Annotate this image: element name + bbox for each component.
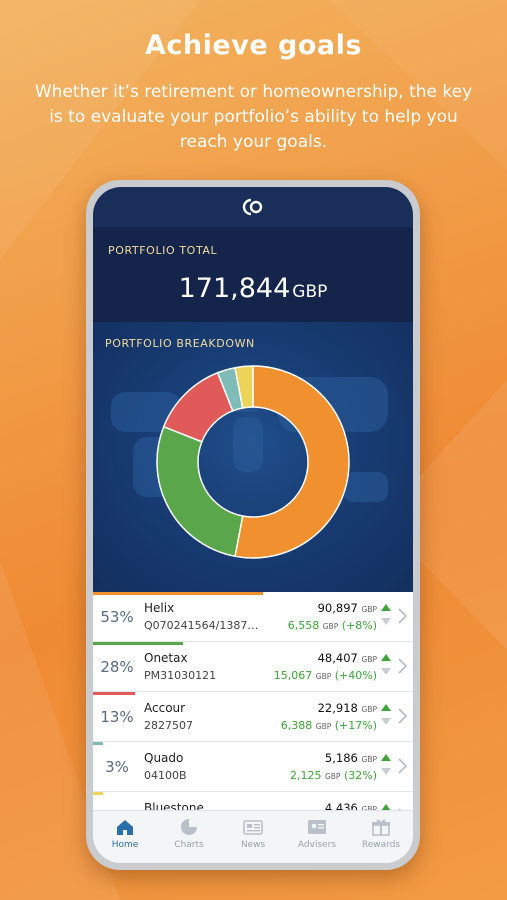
portfolio-total-card: PORTFOLIO TOTAL 171,844 GBP	[93, 227, 413, 322]
holding-value-unit: GBP	[361, 805, 377, 810]
trend-arrows-icon	[381, 754, 391, 775]
holding-change-amount: 2,125	[289, 769, 322, 782]
holding-value: 5,186 GBP	[325, 751, 377, 765]
holding-change: 2,125 GBP (32%)	[290, 769, 377, 782]
holding-change-unit: GBP	[322, 622, 339, 631]
bottom-tab-bar: Home Charts News Advisers Rewards	[93, 810, 413, 863]
holding-value-amount: 90,897	[317, 601, 358, 615]
hero-subtitle: Whether it’s retirement or homeownership…	[34, 82, 473, 152]
chevron-right-icon[interactable]	[396, 657, 408, 675]
holding-percentage: 3%	[97, 808, 137, 810]
holding-value-amount: 4,436	[324, 801, 358, 810]
holding-change-amount: 6,558	[287, 619, 320, 632]
portfolio-total-value: 171,844 GBP	[93, 273, 413, 304]
tab-label: Home	[111, 840, 139, 850]
holding-change-percent: (+17%)	[334, 719, 377, 732]
holding-change: 15,067 GBP (+40%)	[274, 669, 377, 682]
holding-percentage: 28%	[100, 658, 134, 676]
portfolio-donut-chart[interactable]	[93, 322, 413, 592]
portfolio-total-currency: GBP	[292, 282, 328, 302]
holding-name: Onetax	[144, 651, 188, 665]
holding-percentage: 13%	[100, 708, 134, 726]
trend-arrows-icon	[381, 704, 391, 725]
holding-change: 6,558 GBP (+8%)	[288, 619, 377, 632]
holding-percentage: 53%	[100, 608, 134, 626]
allocation-bar	[93, 692, 135, 695]
holding-value-unit: GBP	[361, 755, 377, 764]
holding-change-amount: 15,067	[273, 669, 313, 682]
holding-row[interactable]: 53% Helix Q070241564/1387… 90,897 GBP 6,558 …	[93, 592, 413, 642]
logo-icon	[242, 198, 263, 216]
app-screen: PORTFOLIO TOTAL 171,844 GBP PORTFOLIO BRE…	[93, 187, 413, 863]
holding-change-amount: 6,388	[280, 719, 313, 732]
chevron-right-icon[interactable]	[396, 707, 408, 725]
holding-row[interactable]: 3% Bluestone 4,436 GBP	[93, 792, 413, 810]
id-card-icon	[308, 820, 326, 834]
portfolio-total-amount: 171,844	[178, 273, 291, 304]
trend-arrows-icon	[381, 804, 391, 810]
portfolio-breakdown: PORTFOLIO BREAKDOWN	[93, 322, 413, 592]
donut-slice-bluestone[interactable]	[234, 365, 254, 409]
holding-value-unit: GBP	[361, 655, 377, 664]
holding-reference: 04100B	[144, 769, 187, 782]
trend-arrows-icon	[381, 604, 391, 625]
allocation-bar	[93, 742, 103, 745]
holding-percentage: 3%	[105, 758, 129, 776]
holding-value: 22,918 GBP	[318, 701, 377, 715]
trend-arrows-icon	[381, 654, 391, 675]
holding-change-percent: (+40%)	[334, 669, 377, 682]
holding-name: Helix	[144, 601, 175, 615]
app-top-bar	[93, 187, 413, 227]
holding-change-percent: (32%)	[343, 769, 377, 782]
holding-value-amount: 5,186	[324, 751, 358, 765]
holding-change-unit: GBP	[315, 722, 332, 731]
allocation-bar	[93, 792, 103, 795]
holdings-list: 53% Helix Q070241564/1387… 90,897 GBP 6,558 …	[93, 592, 413, 810]
holding-value: 90,897 GBP	[318, 601, 377, 615]
allocation-bar	[93, 592, 263, 595]
tab-charts[interactable]: Charts	[157, 811, 221, 863]
holding-row[interactable]: 13% Accour 2827507 22,918 GBP 6,388 GBP (+17…	[93, 692, 413, 742]
holding-row[interactable]: 3% Quado 04100B 5,186 GBP 2,125 GBP (32%)	[93, 742, 413, 792]
portfolio-breakdown-label: PORTFOLIO BREAKDOWN	[105, 337, 255, 350]
holding-reference: PM31030121	[144, 669, 217, 682]
holding-name: Quado	[144, 751, 184, 765]
holding-value-amount: 22,918	[317, 701, 358, 715]
tab-label: Charts	[174, 840, 204, 850]
newspaper-icon	[243, 820, 263, 835]
donut-slice-onetax[interactable]	[156, 425, 244, 558]
tab-advisers[interactable]: Advisers	[285, 811, 349, 863]
holding-reference: 2827507	[144, 719, 193, 732]
holding-change-unit: GBP	[324, 772, 341, 781]
hero-title: Achieve goals	[145, 30, 362, 61]
tab-label: Advisers	[297, 840, 337, 850]
holding-change: 6,388 GBP (+17%)	[281, 719, 377, 732]
chevron-right-icon[interactable]	[396, 607, 408, 625]
tab-rewards[interactable]: Rewards	[349, 811, 413, 863]
tab-news[interactable]: News	[221, 811, 285, 863]
holding-reference: Q070241564/1387…	[144, 619, 259, 632]
chevron-right-icon[interactable]	[396, 757, 408, 775]
phone-frame: PORTFOLIO TOTAL 171,844 GBP PORTFOLIO BRE…	[86, 180, 420, 870]
allocation-bar	[93, 642, 183, 645]
holding-value-unit: GBP	[361, 705, 377, 714]
gift-icon	[372, 819, 390, 836]
holding-row[interactable]: 28% Onetax PM31030121 48,407 GBP 15,067 GBP …	[93, 642, 413, 692]
holding-change-unit: GBP	[315, 672, 332, 681]
tab-label: News	[240, 840, 266, 850]
pie-chart-icon	[181, 819, 197, 835]
holding-name: Bluestone	[144, 801, 204, 810]
home-icon	[117, 820, 133, 835]
tab-label: Rewards	[361, 840, 401, 850]
holding-value-unit: GBP	[361, 605, 377, 614]
portfolio-total-label: PORTFOLIO TOTAL	[108, 244, 218, 257]
holding-value: 4,436 GBP	[325, 801, 377, 810]
tab-home[interactable]: Home	[93, 811, 157, 863]
holding-name: Accour	[144, 701, 186, 715]
holding-value-amount: 48,407	[317, 651, 358, 665]
donut-slice-helix[interactable]	[234, 365, 350, 559]
holding-value: 48,407 GBP	[318, 651, 377, 665]
holding-change-percent: (+8%)	[341, 619, 377, 632]
